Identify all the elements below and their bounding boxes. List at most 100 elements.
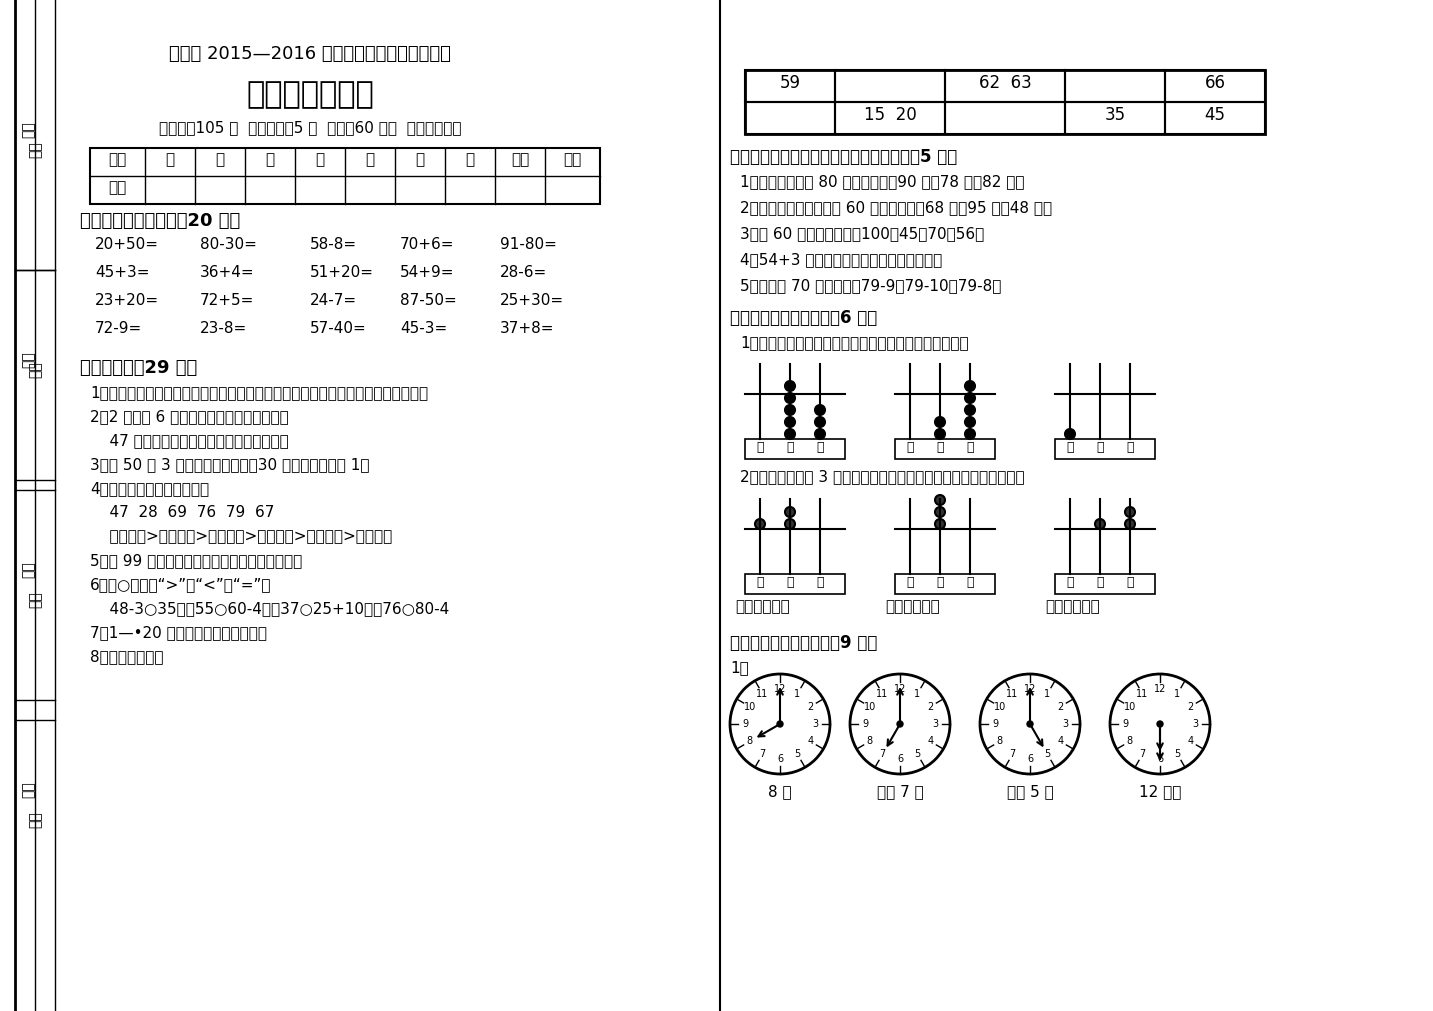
Text: 十: 十 — [936, 576, 944, 589]
Text: 大级 7 时: 大级 7 时 — [877, 784, 923, 799]
Text: （满分：105 分  含卷面分：5 分  时间：60 分钟  用铅笔书写）: （满分：105 分 含卷面分：5 分 时间：60 分钟 用铅笔书写） — [159, 120, 461, 135]
Text: 个: 个 — [817, 441, 824, 454]
Bar — [1065, 102, 1165, 134]
Circle shape — [964, 405, 974, 415]
Text: 91-80=: 91-80= — [500, 237, 557, 252]
Text: 2: 2 — [927, 702, 933, 712]
Text: 5、得数比 70 大的算式（79-9、79-10、79-8）: 5、得数比 70 大的算式（79-9、79-10、79-8） — [739, 278, 1002, 293]
Text: 个: 个 — [966, 576, 974, 589]
Text: 百: 百 — [906, 441, 914, 454]
Text: 3: 3 — [1062, 719, 1068, 729]
Bar — [1165, 70, 1265, 102]
Circle shape — [934, 507, 944, 517]
Bar — [90, 148, 600, 204]
Text: 7: 7 — [880, 749, 886, 759]
Text: 6: 6 — [897, 754, 903, 764]
Circle shape — [1125, 507, 1135, 517]
Text: 23-8=: 23-8= — [201, 321, 248, 336]
Text: 三: 三 — [265, 152, 275, 167]
Text: 8、按顺序填数。: 8、按顺序填数。 — [90, 649, 163, 664]
Circle shape — [964, 381, 974, 391]
Text: 36+4=: 36+4= — [201, 265, 255, 280]
Text: 写作（　　）: 写作（ ） — [735, 599, 790, 614]
Text: 8: 8 — [1126, 736, 1132, 746]
Text: 总分: 总分 — [563, 152, 582, 167]
Text: 书写: 书写 — [512, 152, 529, 167]
Text: 写作（　　）: 写作（ ） — [886, 599, 940, 614]
Text: 三、按要求将你认为合适的答案圈起来。（5 分）: 三、按要求将你认为合适的答案圈起来。（5 分） — [729, 148, 957, 166]
Text: 十: 十 — [936, 441, 944, 454]
Text: 9: 9 — [992, 719, 997, 729]
Text: 题序: 题序 — [109, 152, 126, 167]
Text: 7: 7 — [1139, 749, 1145, 759]
Text: 4: 4 — [1058, 736, 1063, 746]
Circle shape — [1156, 721, 1164, 727]
Circle shape — [964, 393, 974, 403]
Text: 班级: 班级 — [21, 562, 34, 578]
Text: 4: 4 — [927, 736, 933, 746]
Circle shape — [934, 495, 944, 506]
Circle shape — [1065, 429, 1075, 439]
Text: 1、画珠：五十三　　　　　　二十六　　　　　　一百: 1、画珠：五十三 二十六 一百 — [739, 335, 969, 350]
Bar — [745, 70, 835, 102]
Bar — [745, 70, 1265, 134]
Circle shape — [1095, 519, 1105, 529]
Text: 1: 1 — [1045, 688, 1050, 699]
Text: 10: 10 — [1123, 702, 1136, 712]
Text: 51+20=: 51+20= — [310, 265, 374, 280]
Text: 2、玩具小汽车的价錢比 60 元贵多了！（68 元、95 元、48 元）: 2、玩具小汽车的价錢比 60 元贵多了！（68 元、95 元、48 元） — [739, 200, 1052, 215]
Text: 12: 12 — [1154, 684, 1166, 694]
Circle shape — [755, 519, 765, 529]
Text: 2、2 个十和 6 个一组成的数是（　　　）。: 2、2 个十和 6 个一组成的数是（ ）。 — [90, 409, 289, 424]
Bar — [745, 439, 845, 459]
Text: 六: 六 — [416, 152, 424, 167]
Circle shape — [815, 417, 825, 427]
Text: 4: 4 — [1188, 736, 1194, 746]
Text: 得分: 得分 — [109, 180, 126, 195]
Text: 66: 66 — [1205, 74, 1225, 92]
Text: 25+30=: 25+30= — [500, 293, 565, 308]
Text: 一年级数学试题: 一年级数学试题 — [246, 80, 374, 109]
Text: 28-6=: 28-6= — [500, 265, 547, 280]
Text: 20+50=: 20+50= — [95, 237, 159, 252]
Text: 8: 8 — [747, 736, 752, 746]
Text: 8 时: 8 时 — [768, 784, 792, 799]
Text: 2、在计数器上用 3 颗珠子表示不同的两位数，请你写出这几个数。: 2、在计数器上用 3 颗珠子表示不同的两位数，请你写出这几个数。 — [739, 469, 1025, 484]
Text: 5: 5 — [1175, 749, 1181, 759]
Text: 3: 3 — [931, 719, 939, 729]
Text: 87-50=: 87-50= — [400, 293, 457, 308]
Text: 1、: 1、 — [729, 660, 749, 675]
Text: 12: 12 — [1023, 684, 1036, 694]
Circle shape — [897, 721, 903, 727]
Text: 七: 七 — [466, 152, 474, 167]
Bar — [944, 102, 1065, 134]
Text: 8: 8 — [867, 736, 873, 746]
Text: 十: 十 — [787, 441, 794, 454]
Circle shape — [934, 417, 944, 427]
Text: 1、书包的价錢比 80 元少一些。（90 元、78 元、82 元）: 1、书包的价錢比 80 元少一些。（90 元、78 元、82 元） — [739, 174, 1025, 189]
Text: 37+8=: 37+8= — [500, 321, 555, 336]
Bar — [896, 439, 995, 459]
Text: 2: 2 — [1058, 702, 1063, 712]
Text: 十: 十 — [1096, 441, 1103, 454]
Bar — [896, 574, 995, 594]
Text: 11: 11 — [1006, 688, 1019, 699]
Bar — [944, 70, 1065, 102]
Text: 4㕀54+3 的和是（四十多、五十、五十多）: 4㕀54+3 的和是（四十多、五十、五十多） — [739, 252, 943, 267]
Text: 70+6=: 70+6= — [400, 237, 454, 252]
Text: 4: 4 — [807, 736, 814, 746]
Text: 百: 百 — [1066, 441, 1073, 454]
Text: 3、和 60 最接近的数。（100、45、70、56）: 3、和 60 最接近的数。（100、45、70、56） — [739, 226, 984, 241]
Text: 6: 6 — [777, 754, 782, 764]
Text: 6、在○里填上“>”、“<”、“=”。: 6、在○里填上“>”、“<”、“=”。 — [90, 577, 271, 592]
Text: 23+20=: 23+20= — [95, 293, 159, 308]
Text: 个: 个 — [817, 576, 824, 589]
Text: 十: 十 — [787, 576, 794, 589]
Text: 12: 12 — [894, 684, 906, 694]
Circle shape — [964, 417, 974, 427]
Text: 武城县 2015—2016 学年第二学期小学期中检测: 武城县 2015—2016 学年第二学期小学期中检测 — [169, 45, 451, 63]
Text: 6: 6 — [1027, 754, 1033, 764]
Circle shape — [1027, 721, 1033, 727]
Text: 一、直接写出得数。（20 分）: 一、直接写出得数。（20 分） — [80, 212, 241, 229]
Text: 47 里面有（　　）个十和（　　）个一。: 47 里面有（ ）个十和（ ）个一。 — [90, 433, 289, 448]
